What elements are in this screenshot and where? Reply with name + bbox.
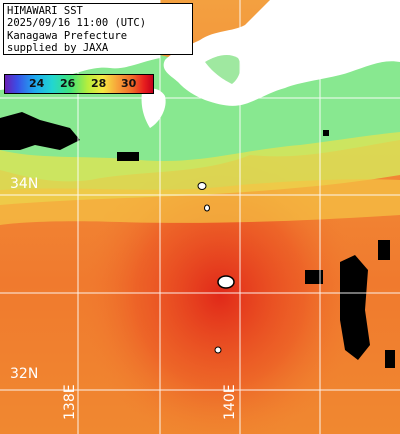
temperature-legend: 24 26 28 30 — [4, 74, 154, 94]
legend-tick-30: 30 — [121, 77, 137, 90]
tokyo-bay — [205, 55, 241, 84]
info-box: HIMAWARI SST 2025/09/16 11:00 (UTC) Kana… — [3, 3, 193, 55]
legend-tick-24: 24 — [29, 77, 45, 90]
land-kanto — [163, 0, 400, 106]
cloud-mask-east — [340, 255, 370, 360]
cloud-mask-1 — [117, 152, 139, 161]
island-aogashima — [214, 346, 222, 354]
lat-label-34n: 34N — [10, 176, 39, 192]
transition-band-2 — [0, 179, 400, 225]
region-name: Kanagawa Prefecture — [7, 29, 128, 42]
cloud-mask-west — [0, 112, 80, 150]
legend-tick-26: 26 — [60, 77, 76, 90]
island-mikura — [204, 204, 210, 212]
lon-label-138e: 138E — [62, 384, 78, 420]
lon-label-140e: 140E — [222, 384, 238, 420]
product-title: HIMAWARI SST — [7, 5, 83, 17]
timestamp: 2025/09/16 11:00 (UTC) — [7, 17, 147, 30]
legend-tick-28: 28 — [91, 77, 107, 90]
data-source: supplied by JAXA — [7, 42, 109, 55]
cloud-mask-4 — [385, 350, 395, 368]
cloud-mask-3 — [378, 240, 390, 260]
cloud-mask-5 — [323, 130, 329, 136]
island-miyake — [197, 182, 207, 190]
island-hachijo — [217, 275, 235, 289]
cloud-mask-2 — [305, 270, 323, 284]
lat-label-32n: 32N — [10, 366, 39, 382]
